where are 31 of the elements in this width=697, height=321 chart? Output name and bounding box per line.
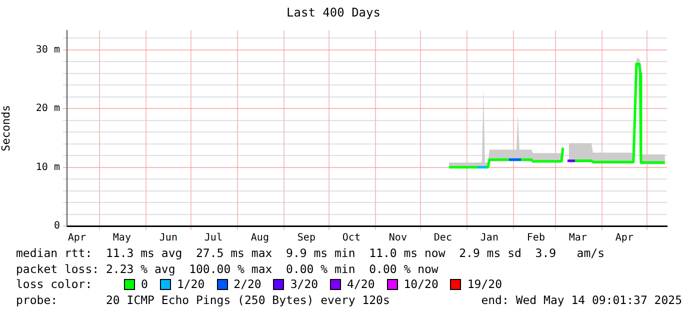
x-tick-label: Apr — [615, 232, 634, 244]
x-tick-label: Oct — [342, 232, 360, 244]
x-tick-label: May — [112, 232, 131, 244]
text: end: Wed May 14 09:01:37 2025 — [481, 292, 682, 308]
text: packet loss: 2.23 % avg 100.00 % max 0.00 % min 0.00 % now — [16, 262, 440, 277]
y-tick-label: 0 — [54, 220, 60, 232]
legend-title: loss color: — [16, 277, 94, 292]
legend-label: 3/20 — [290, 277, 318, 292]
x-tick-label: Mar — [568, 232, 587, 244]
x-tick-label: Aug — [250, 232, 269, 244]
legend-label: 19/20 — [467, 277, 502, 292]
x-tick-label: Jul — [204, 232, 222, 244]
x-tick-label: Apr — [68, 232, 86, 244]
x-tick-label: Sep — [297, 232, 316, 244]
chart-title: Last 400 Days — [286, 5, 380, 20]
text: median rtt: 11.3 ms avg 27.5 ms max 9.9 ms min 11.0 ms now 2.9 ms sd 3.9 am/s — [16, 246, 606, 262]
legend-label: 4/20 — [347, 277, 375, 292]
legend-label: 1/20 — [176, 277, 205, 292]
legend-label: 0 — [141, 277, 148, 292]
x-tick-label: Dec — [434, 232, 452, 244]
legend-label: 2/20 — [234, 277, 262, 292]
y-tick-label: 10 m — [36, 162, 60, 173]
x-tick-label: Jun — [159, 232, 178, 244]
y-tick-label: 20 m — [36, 103, 60, 114]
legend-label: 10/20 — [404, 277, 438, 292]
x-tick-label: Feb — [526, 232, 545, 244]
x-tick-label: Jan — [480, 232, 498, 244]
text: probe: 20 ICMP Echo Pings (250 Bytes) every 120s — [16, 292, 390, 308]
y-tick-label: 30 m — [36, 44, 60, 56]
x-tick-label: Nov — [388, 232, 407, 244]
y-axis-title: Seconds — [0, 105, 12, 152]
